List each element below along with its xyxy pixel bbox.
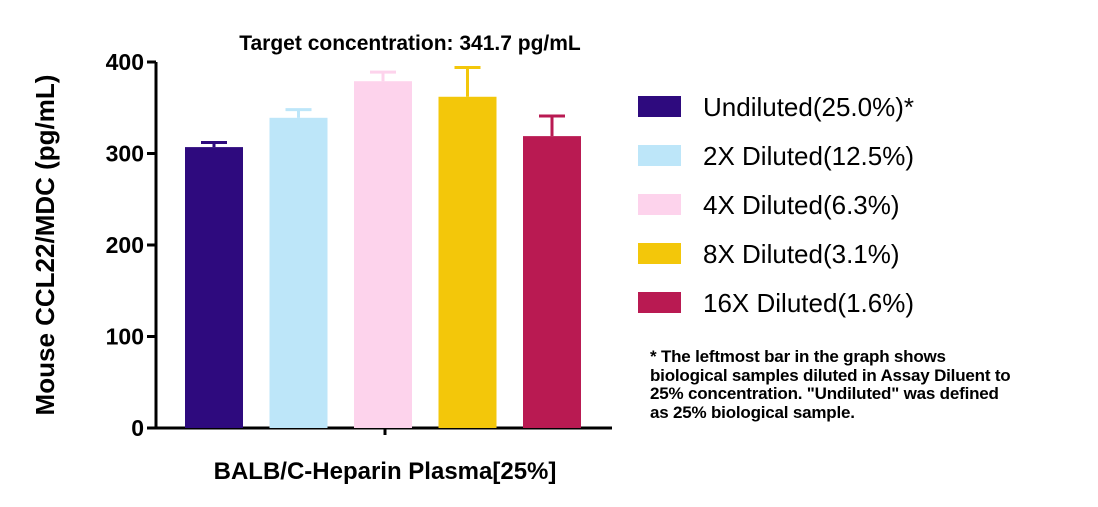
y-tick-label: 300	[106, 141, 144, 167]
legend-label: 8X Diluted(3.1%)	[703, 239, 900, 269]
legend-swatch	[638, 194, 681, 215]
footnote: * The leftmost bar in the graph shows bi…	[650, 347, 1011, 422]
chart-title: Target concentration: 341.7 pg/mL	[239, 32, 581, 55]
legend-label: 16X Diluted(1.6%)	[703, 288, 914, 318]
bar	[523, 136, 581, 429]
bars	[185, 65, 581, 429]
legend-label: 4X Diluted(6.3%)	[703, 190, 900, 220]
bar	[269, 117, 328, 428]
y-tick-label: 400	[106, 49, 144, 75]
legend-swatch	[638, 292, 681, 313]
legend-label: 2X Diluted(12.5%)	[703, 141, 914, 171]
y-tick-label: 200	[106, 232, 144, 258]
legend-swatch	[638, 145, 681, 166]
legend-swatch	[638, 243, 681, 264]
legend-swatch	[638, 96, 681, 117]
x-axis-label: BALB/C-Heparin Plasma[25%]	[214, 458, 557, 485]
y-tick-label: 100	[106, 324, 144, 350]
legend-label: Undiluted(25.0%)*	[703, 92, 914, 122]
y-axis-label: Mouse CCL22/MDC (pg/mL)	[30, 75, 60, 416]
bar	[354, 81, 412, 428]
legend: Undiluted(25.0%)* 2X Diluted(12.5%) 4X Dil…	[638, 92, 914, 318]
bar	[185, 147, 243, 428]
bar	[438, 96, 497, 429]
y-tick-label: 0	[131, 415, 144, 441]
